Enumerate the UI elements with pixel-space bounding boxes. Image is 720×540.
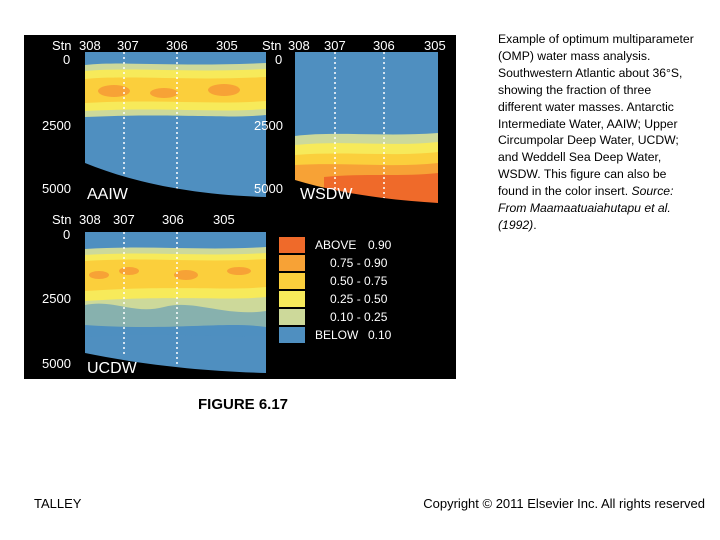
legend-value: 0.50 - 0.75: [330, 274, 388, 288]
depth-tick: 2500: [42, 291, 71, 306]
station-tick: 305: [424, 38, 446, 53]
station-tick: 308: [79, 38, 101, 53]
depth-tick: 0: [63, 227, 70, 242]
legend: ABOVE 0.90 0.75 - 0.90 0.50 - 0.75 0.25 …: [279, 237, 392, 343]
legend-value: 0.10: [368, 328, 392, 342]
station-tick: 305: [213, 212, 235, 227]
panel-label-ucdw: UCDW: [87, 360, 138, 377]
figure-image: Stn 308 307 306 305 Stn 308 307 306 305 …: [24, 35, 456, 379]
station-tick: 306: [162, 212, 184, 227]
legend-value: 0.25 - 0.50: [330, 292, 388, 306]
caption-main: Example of optimum multiparameter (OMP) …: [498, 32, 694, 199]
section-plots: Stn 308 307 306 305 Stn 308 307 306 305 …: [42, 38, 446, 377]
legend-value: 0.90: [368, 238, 392, 252]
caption-source: Source: From Maamaatuaiahutapu et al. (1…: [498, 184, 674, 232]
panel-label-aaiw: AAIW: [87, 186, 129, 203]
figure-caption: Example of optimum multiparameter (OMP) …: [498, 31, 698, 234]
legend-swatch: [279, 255, 305, 271]
legend-value: 0.10 - 0.25: [330, 310, 388, 324]
station-tick: 307: [324, 38, 346, 53]
legend-value: 0.75 - 0.90: [330, 256, 388, 270]
depth-tick: 2500: [254, 118, 283, 133]
legend-label: ABOVE: [315, 238, 356, 252]
station-tick: 305: [216, 38, 238, 53]
panel-wsdw: [295, 52, 438, 205]
depth-tick: 5000: [42, 181, 71, 196]
legend-swatch: [279, 273, 305, 289]
stn-label: Stn: [52, 38, 72, 53]
depth-tick: 5000: [254, 181, 283, 196]
station-tick: 306: [373, 38, 395, 53]
station-tick: 308: [79, 212, 101, 227]
caption-end: .: [533, 217, 537, 232]
legend-swatch: [279, 309, 305, 325]
legend-swatch: [279, 291, 305, 307]
depth-tick: 2500: [42, 118, 71, 133]
panel-ucdw: [85, 232, 266, 375]
panel-aaiw: [85, 52, 266, 199]
depth-tick: 0: [63, 52, 70, 67]
stn-label: Stn: [52, 212, 72, 227]
station-tick: 307: [113, 212, 135, 227]
legend-swatch: [279, 327, 305, 343]
station-tick: 307: [117, 38, 139, 53]
figure-number: FIGURE 6.17: [198, 396, 289, 413]
station-tick: 306: [166, 38, 188, 53]
station-tick: 308: [288, 38, 310, 53]
legend-swatch: [279, 237, 305, 253]
stn-label: Stn: [262, 38, 282, 53]
depth-tick: 0: [275, 52, 282, 67]
legend-label: BELOW: [315, 328, 359, 342]
footer-copyright: Copyright © 2011 Elsevier Inc. All right…: [423, 496, 705, 511]
footer-author: TALLEY: [34, 496, 82, 511]
depth-tick: 5000: [42, 356, 71, 371]
panel-label-wsdw: WSDW: [300, 186, 353, 203]
